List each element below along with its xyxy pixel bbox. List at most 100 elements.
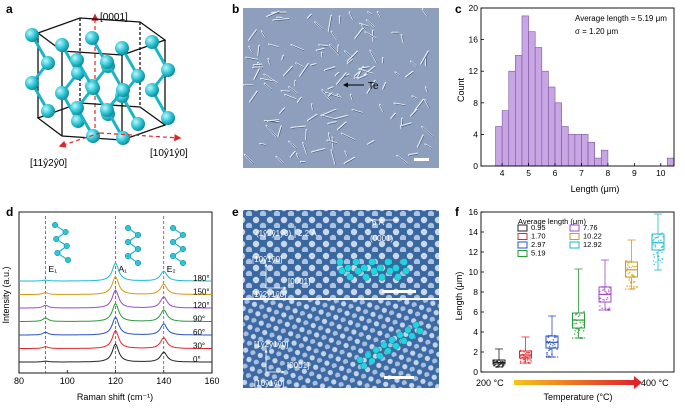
histogram-bar	[595, 158, 602, 166]
legend-label: 5.19	[531, 249, 546, 258]
scale-bar-e-bottom	[384, 376, 414, 379]
box-point	[551, 353, 553, 355]
stem-atom	[345, 265, 352, 272]
c-ytick-label: 4	[473, 129, 478, 139]
panel-c-letter: c	[455, 2, 462, 16]
stem-atom	[401, 259, 408, 266]
box-point	[659, 234, 661, 236]
raman-molecule-atom	[170, 253, 176, 259]
d-angle-label: 120°	[193, 301, 210, 310]
box-point	[661, 262, 663, 264]
stem-atom	[413, 322, 420, 329]
histogram-bar	[588, 142, 595, 166]
spacing-22-label: 2.2 Å	[298, 229, 317, 238]
box-point	[662, 236, 664, 238]
te-atom	[55, 86, 69, 100]
histogram-bar	[522, 16, 529, 166]
box-point	[574, 330, 576, 332]
box-point	[632, 275, 634, 277]
box-point	[557, 356, 559, 358]
box-point	[600, 301, 602, 303]
stem-atom	[409, 333, 416, 340]
box-point	[581, 312, 583, 314]
box-point	[554, 335, 556, 337]
box-point	[631, 279, 633, 281]
stem-atom	[369, 259, 376, 266]
box-point	[521, 357, 523, 359]
box-point	[527, 352, 529, 354]
box-point	[604, 288, 606, 290]
f-ylabel: Length (μm)	[454, 272, 464, 321]
box-point	[529, 359, 531, 361]
dir-1210-label: (1ŷ2ŷ1ŷ0)	[256, 229, 291, 238]
box-point	[579, 314, 581, 316]
box-point	[548, 356, 550, 358]
f-x-end-label: 400 °C	[641, 378, 669, 388]
raman-molecule-atom	[180, 260, 186, 266]
c-ylabel: Count	[456, 78, 466, 103]
stem-atom	[361, 265, 368, 272]
box-point	[498, 366, 500, 368]
histogram-bar	[562, 127, 569, 167]
box-point	[653, 260, 655, 262]
histogram-bar	[535, 48, 542, 167]
d-angle-label: 150°	[193, 288, 210, 297]
spacing-6-label: 6 Å	[372, 218, 385, 227]
raman-molecule-atom	[55, 250, 61, 256]
te-atom	[115, 41, 129, 55]
box-point	[523, 351, 525, 353]
box-point	[529, 352, 531, 354]
d-xtick-label: 160	[204, 376, 219, 386]
box-point	[659, 260, 661, 262]
c-xtick-label: 6	[553, 168, 558, 178]
te-atom	[86, 129, 100, 143]
box-point	[555, 336, 557, 338]
box-point	[653, 254, 655, 256]
box-point	[607, 297, 609, 299]
legend-swatch	[570, 242, 579, 248]
box-point	[658, 256, 660, 258]
box-point	[578, 335, 580, 337]
top-axis-bottom-label: [1ŷ2ŷ1ŷ0]	[252, 290, 286, 299]
box-point	[549, 346, 551, 348]
box-point	[582, 321, 584, 323]
box-point	[661, 249, 663, 251]
c-xtick-label: 4	[500, 168, 505, 178]
box-point	[553, 339, 555, 341]
box-point	[603, 299, 605, 301]
box-point	[659, 249, 661, 251]
raman-molecule-atom	[135, 246, 141, 252]
box-point	[550, 335, 552, 337]
legend-swatch	[570, 234, 579, 240]
box-point	[629, 266, 631, 268]
average-length-annotation: Average length = 5.19 μm	[575, 14, 667, 23]
tellurium-helices	[25, 28, 175, 145]
d-peak-label: E₁	[49, 264, 58, 274]
stem-image-top	[243, 210, 439, 298]
box-point	[629, 260, 631, 262]
d-xtick-label: 120	[108, 376, 123, 386]
te-atom	[70, 101, 84, 115]
legend-swatch	[518, 242, 527, 248]
c-ytick-label: 20	[469, 3, 479, 13]
box-point	[493, 365, 495, 367]
c-xtick-label: 8	[606, 168, 611, 178]
box-point	[628, 279, 630, 281]
stem-atom	[361, 363, 368, 370]
box-point	[550, 343, 552, 345]
raman-molecule-atom	[135, 260, 141, 266]
stem-atom	[337, 259, 344, 266]
sigma-annotation: σ = 1.20 μm	[575, 27, 618, 36]
box-point	[502, 366, 504, 368]
box-point	[661, 232, 663, 234]
box-point	[625, 288, 627, 290]
stem-atom	[393, 343, 400, 350]
raman-molecule-atom	[180, 246, 186, 252]
box-point	[525, 362, 527, 364]
box-point	[572, 322, 574, 324]
stem-atom	[369, 358, 376, 365]
stem-atom	[353, 259, 360, 266]
box-point	[546, 354, 548, 356]
box-point	[660, 239, 662, 241]
